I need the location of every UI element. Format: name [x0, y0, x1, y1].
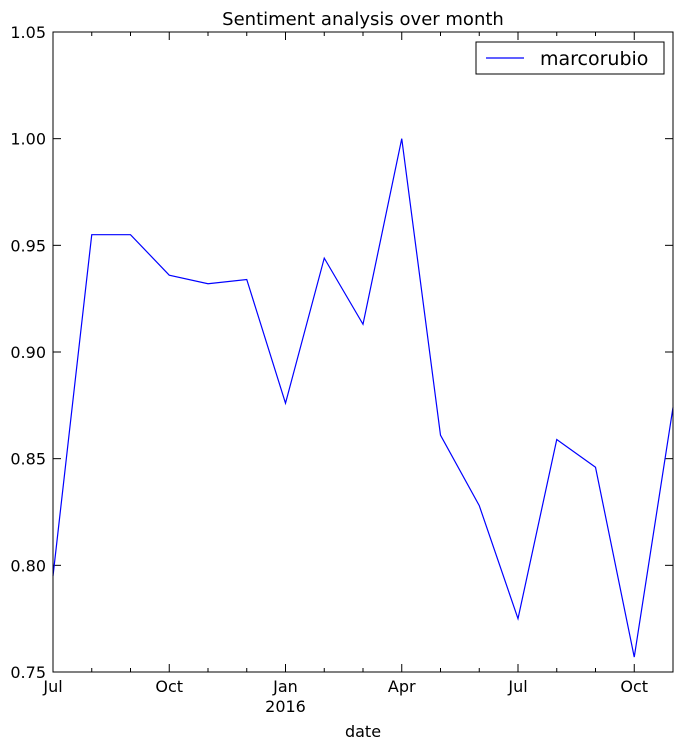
x-tick-label: Jul	[507, 677, 527, 696]
y-tick-label: 0.90	[10, 343, 46, 362]
series-line-marcorubio	[52, 138, 674, 658]
y-axis: 0.75 0.80 0.85 0.90 0.95 1.00 1.05	[10, 23, 673, 682]
x-tick-label: Jul	[42, 677, 62, 696]
x-tick-label: Jan	[272, 677, 298, 696]
x-tick-label: Oct	[155, 677, 183, 696]
y-tick-label: 1.00	[10, 130, 46, 149]
y-tick-label: 1.05	[10, 23, 46, 42]
y-tick-label: 0.80	[10, 556, 46, 575]
y-tick-label: 0.85	[10, 450, 46, 469]
x-tick-label: Apr	[388, 677, 416, 696]
series-layer	[52, 138, 674, 658]
legend-label: marcorubio	[540, 48, 648, 70]
x-axis-label: date	[345, 722, 381, 741]
chart-title: Sentiment analysis over month	[222, 9, 504, 30]
y-tick-label: 0.75	[10, 663, 46, 682]
x-tick-label: Oct	[620, 677, 648, 696]
x-tick-year-label: 2016	[265, 697, 306, 716]
plot-area-frame	[52, 31, 674, 673]
y-tick-label: 0.95	[10, 236, 46, 255]
legend: marcorubio	[475, 41, 665, 75]
